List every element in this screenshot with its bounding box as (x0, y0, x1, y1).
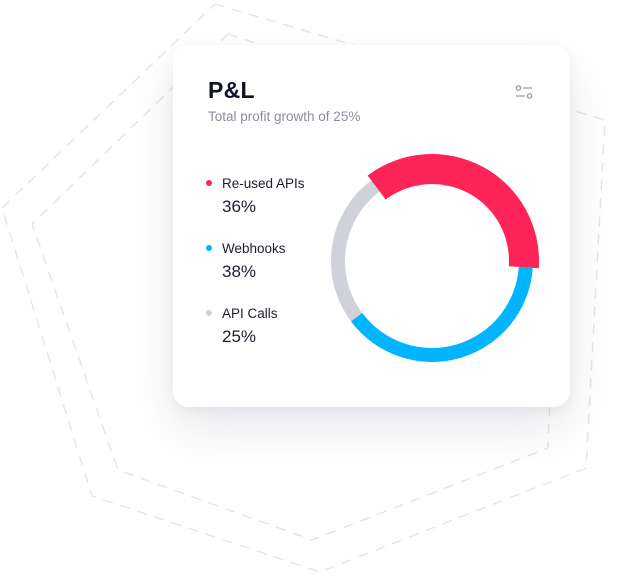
sliders-icon (515, 85, 533, 99)
legend-label-api-calls: API Calls (222, 305, 278, 321)
filter-button[interactable] (511, 81, 537, 103)
legend-item-webhooks: Webhooks 38% (206, 238, 336, 303)
chart-legend: Re-used APIs 36% Webhooks 38% API Calls … (206, 173, 336, 368)
card-subtitle: Total profit growth of 25% (208, 109, 361, 124)
legend-label-webhooks: Webhooks (222, 240, 286, 256)
legend-value-api-calls: 25% (222, 327, 257, 346)
legend-item-reused-apis: Re-used APIs 36% (206, 173, 336, 238)
legend-dot-reused-apis (206, 180, 212, 186)
pnl-card: P&L Total profit growth of 25% Re-used A… (173, 45, 570, 407)
donut-segment-api-calls (331, 179, 382, 324)
legend-label-reused-apis: Re-used APIs (222, 175, 305, 191)
legend-item-api-calls: API Calls 25% (206, 303, 336, 368)
donut-chart (331, 154, 539, 362)
card-title: P&L (208, 77, 255, 103)
legend-value-webhooks: 38% (222, 262, 257, 281)
donut-segment-reused-apis (367, 154, 539, 269)
donut-segment-webhooks (351, 266, 533, 362)
legend-dot-api-calls (206, 310, 212, 316)
legend-dot-webhooks (206, 245, 212, 251)
legend-value-reused-apis: 36% (222, 197, 257, 216)
